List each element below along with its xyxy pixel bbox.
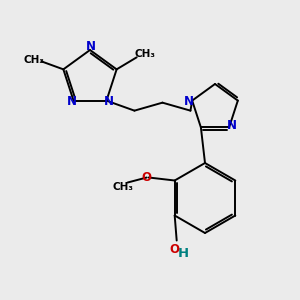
Text: CH₃: CH₃ <box>112 182 133 193</box>
Text: CH₃: CH₃ <box>24 55 45 65</box>
Text: O: O <box>170 243 180 256</box>
Text: CH₃: CH₃ <box>134 49 155 59</box>
Text: N: N <box>67 95 76 108</box>
Text: H: H <box>178 247 189 260</box>
Text: N: N <box>227 119 237 132</box>
Text: N: N <box>184 95 194 108</box>
Text: N: N <box>86 40 96 53</box>
Text: O: O <box>142 171 152 184</box>
Text: N: N <box>103 95 113 108</box>
